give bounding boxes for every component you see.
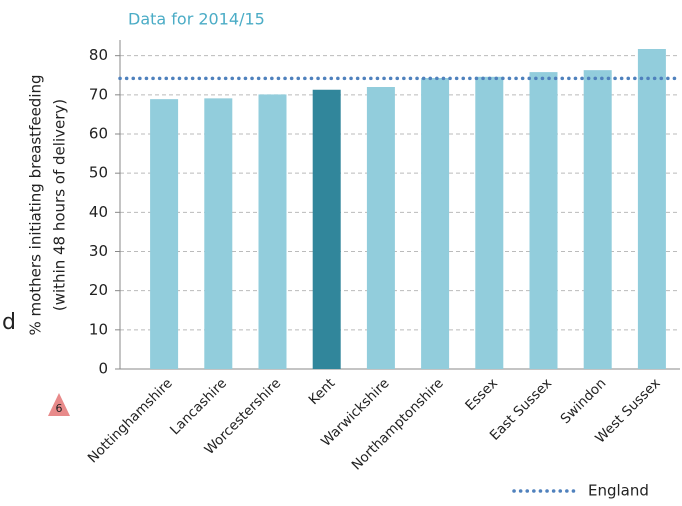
clipped-text: d bbox=[2, 310, 16, 335]
x-tick-label: Kent bbox=[306, 375, 339, 408]
badge-text: 6 bbox=[56, 402, 63, 415]
bar bbox=[204, 98, 233, 369]
y-tick-label: 50 bbox=[89, 164, 108, 182]
y-axis-label: (within 48 hours of delivery) bbox=[51, 99, 69, 311]
y-tick-label: 60 bbox=[89, 125, 108, 143]
bar bbox=[258, 94, 287, 370]
y-tick-label: 30 bbox=[89, 242, 108, 260]
y-tick-label: 20 bbox=[89, 281, 108, 299]
bar bbox=[583, 70, 612, 370]
x-tick-label: Northamptonshire bbox=[349, 375, 447, 473]
y-tick-label: 10 bbox=[89, 320, 108, 338]
x-tick-label: Essex bbox=[462, 375, 501, 414]
legend-label: England bbox=[588, 482, 649, 500]
bar bbox=[150, 99, 179, 370]
x-tick-label: Swindon bbox=[558, 375, 610, 427]
bar bbox=[312, 89, 341, 369]
y-tick-label: 0 bbox=[98, 360, 108, 378]
bar bbox=[529, 72, 558, 369]
y-tick-label: 40 bbox=[89, 203, 108, 221]
y-tick-label: 80 bbox=[89, 46, 108, 64]
x-tick-label: Nottinghamshire bbox=[85, 375, 176, 466]
y-axis-label: % mothers initiating breastfeeding bbox=[27, 74, 45, 335]
bar bbox=[421, 77, 450, 369]
chart-title: Data for 2014/15 bbox=[128, 10, 265, 29]
bar bbox=[637, 49, 666, 370]
y-tick-label: 70 bbox=[89, 85, 108, 103]
bar bbox=[366, 87, 395, 369]
badge-shape bbox=[48, 393, 70, 416]
bar bbox=[475, 76, 504, 370]
